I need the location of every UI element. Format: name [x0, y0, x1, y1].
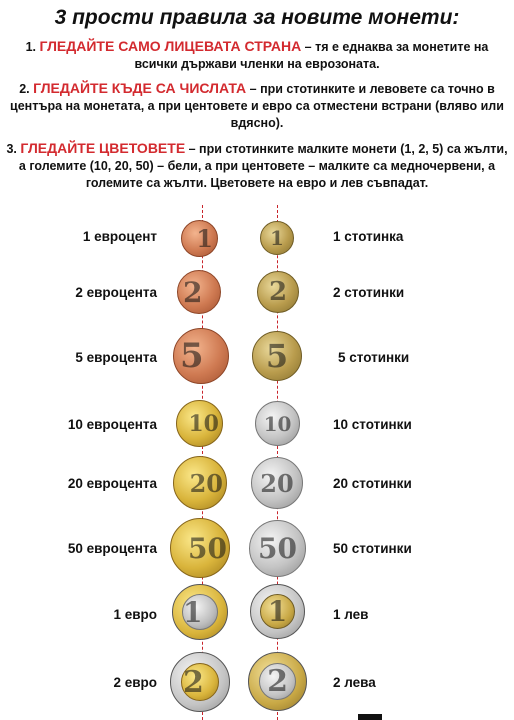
rule-1-number: 1.	[25, 40, 37, 54]
coin-row-3: 5 евроцента 5 5 стотинки 5	[0, 322, 514, 392]
coin-row-6: 50 евроцента 50 50 стотинки 50	[0, 514, 514, 584]
euro-coin-label: 2 евроцента	[75, 285, 157, 300]
euro-20-cent-coin: 20	[173, 456, 227, 510]
bgn-coin-label: 20 стотинки	[333, 476, 412, 491]
euro-coin-label: 10 евроцента	[67, 417, 157, 432]
bgn-coin-label: 5 стотинки	[338, 350, 410, 365]
bgn-2-stotinki-coin: 2	[257, 271, 299, 313]
euro-10-cent-coin: 10	[176, 400, 223, 447]
rule-2-highlight: ГЛЕДАЙТЕ КЪДЕ СА ЧИСЛАТА	[33, 80, 247, 96]
euro-5-cent-coin: 5	[173, 328, 229, 384]
euro-coin-label: 50 евроцента	[67, 541, 157, 556]
bgn-coin-label: 50 стотинки	[333, 541, 412, 556]
rule-2-number: 2.	[19, 82, 30, 96]
rule-3-number: 3.	[6, 142, 17, 156]
euro-coin-label: 20 евроцента	[67, 476, 157, 491]
bgn-coin-label: 1 лев	[333, 607, 369, 622]
bgn-5-stotinki-coin: 5	[252, 331, 302, 381]
bgn-20-stotinki-coin: 20	[251, 457, 303, 509]
rule-1-highlight: ГЛЕДАЙТЕ САМО ЛИЦЕВАТА СТРАНА	[39, 38, 302, 54]
bgn-1-lev-coin: 1	[250, 584, 305, 639]
euro-2-euro-coin: 2	[170, 652, 230, 712]
euro-coin-label: 1 евро	[113, 607, 157, 622]
rule-3-highlight: ГЛЕДАЙТЕ ЦВЕТОВЕТЕ	[20, 140, 186, 156]
coin-row-2: 2 евроцента 2 2 стотинки 2	[0, 258, 514, 328]
rule-1-text: – тя е еднаква за монетите на всички дър…	[134, 40, 489, 71]
euro-coin-label: 2 евро	[113, 675, 157, 690]
bgn-coin-label: 10 стотинки	[333, 417, 412, 432]
euro-50-cent-coin: 50	[170, 518, 230, 578]
bgn-coin-label: 2 стотинки	[333, 285, 405, 300]
bgn-coin-label: 2 лева	[333, 675, 376, 690]
rule-3: 3. ГЛЕДАЙТЕ ЦВЕТОВЕТЕ – при стотинките м…	[6, 140, 508, 192]
bgn-coin-label: 1 стотинка	[333, 229, 404, 244]
bgn-10-stotinki-coin: 10	[255, 401, 300, 446]
coin-row-7: 1 евро 1 1 лев 1	[0, 580, 514, 650]
coin-row-5: 20 евроцента 20 20 стотинки 20	[0, 450, 514, 520]
rule-1: 1. ГЛЕДАЙТЕ САМО ЛИЦЕВАТА СТРАНА – тя е …	[6, 38, 508, 73]
euro-coin-label: 5 евроцента	[75, 350, 157, 365]
page-title: 3 прости правила за новите монети:	[54, 6, 460, 29]
footer-mark	[358, 714, 382, 720]
bgn-2-leva-coin: 2	[248, 652, 307, 711]
euro-1-cent-coin: 1	[181, 220, 218, 257]
euro-coin-label: 1 евроцент	[82, 229, 157, 244]
coin-row-8: 2 евро 2 2 лева 2	[0, 648, 514, 718]
coin-row-1: 1 евроцент 1 1 стотинка 1	[0, 202, 514, 272]
euro-2-cent-coin: 2	[177, 270, 221, 314]
rule-3-text: – при стотинките малките монети (1, 2, 5…	[18, 142, 508, 190]
rule-2: 2. ГЛЕДАЙТЕ КЪДЕ СА ЧИСЛАТА – при стотин…	[6, 80, 508, 132]
bgn-1-stotinka-coin: 1	[260, 221, 294, 255]
rule-2-text: – при стотинките и левовете са точно в ц…	[10, 82, 504, 130]
euro-1-euro-coin: 1	[172, 584, 228, 640]
coin-row-4: 10 евроцента 10 10 стотинки 10	[0, 390, 514, 460]
bgn-50-stotinki-coin: 50	[249, 520, 306, 577]
